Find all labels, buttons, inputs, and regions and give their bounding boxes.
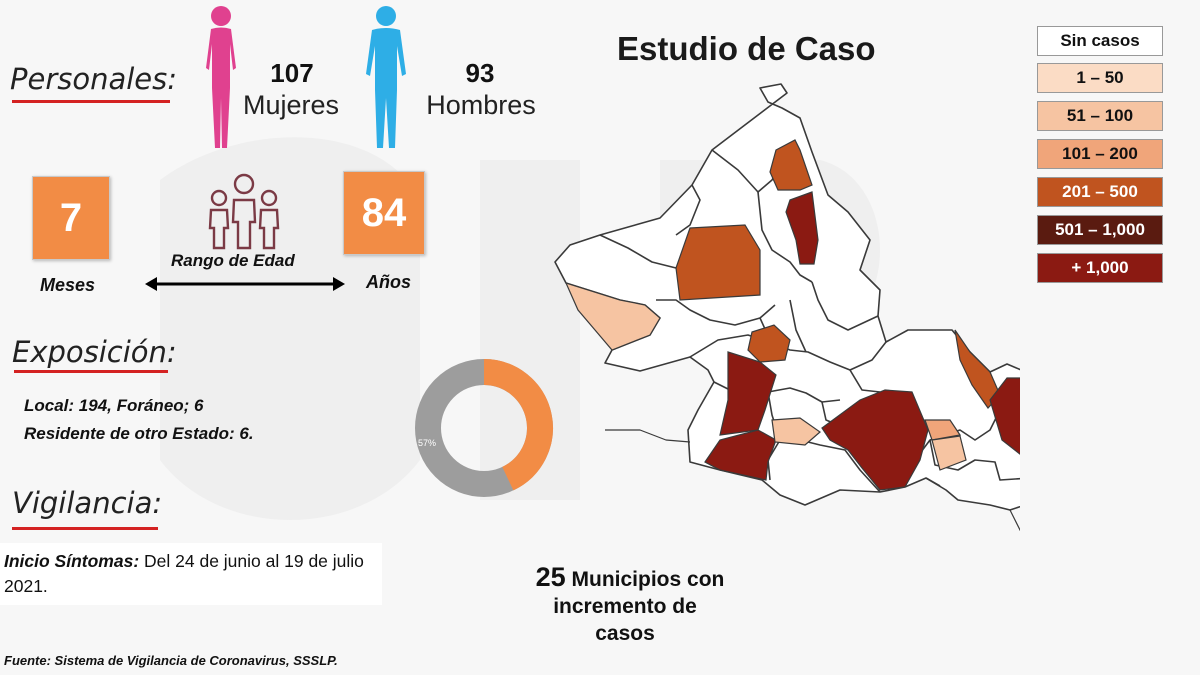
municipio-orange-peach xyxy=(924,419,962,441)
legend-item: 201 – 500 xyxy=(1037,177,1163,207)
double-arrow-icon xyxy=(145,277,345,291)
hombres-label: Hombres xyxy=(426,90,536,120)
age-min-box: 7 xyxy=(32,176,110,260)
vigilancia-title: Vigilancia: xyxy=(12,486,163,520)
hombres-count: 93 xyxy=(465,58,495,88)
symptom-label: Inicio Síntomas: xyxy=(4,551,140,571)
legend-item: Sin casos xyxy=(1037,26,1163,56)
municipio-peach-west xyxy=(564,282,661,351)
age-range-label: Rango de Edad xyxy=(171,251,295,270)
municipios-line1: 25 Municipios con xyxy=(495,562,765,593)
age-max-box: 84 xyxy=(343,171,425,255)
legend-item: 1 – 50 xyxy=(1037,63,1163,93)
legend-item: + 1,000 xyxy=(1037,253,1163,283)
legend-item: 101 – 200 xyxy=(1037,139,1163,169)
exposure-donut: 57% xyxy=(415,359,553,497)
personales-title: Personales: xyxy=(10,62,178,96)
source-note: Fuente: Sistema de Vigilancia de Coronav… xyxy=(4,653,338,668)
state-map xyxy=(554,83,1020,532)
people-group-icon xyxy=(208,173,280,250)
symptom-dates: Del 24 de junio al 19 de julio 2021. xyxy=(4,551,364,596)
personales-underline xyxy=(12,100,170,103)
age-max-label: Años xyxy=(366,272,411,292)
municipio-darkred-southwest xyxy=(704,429,777,481)
exposicion-underline xyxy=(14,370,168,373)
municipio-orange-north xyxy=(769,139,813,191)
vigilancia-underline xyxy=(12,527,158,530)
exposicion-line2: Residente de otro Estado: 6. xyxy=(24,424,254,443)
municipios-count: 25 xyxy=(535,562,566,592)
man-figure-icon xyxy=(366,6,406,148)
municipio-orange-center xyxy=(747,324,791,363)
municipio-peach-south xyxy=(771,417,821,446)
municipio-peach-southeast xyxy=(931,435,967,471)
age-min-label: Meses xyxy=(40,275,96,295)
donut-orange-arc xyxy=(483,359,553,491)
mujeres-label: Mujeres xyxy=(242,90,340,120)
municipios-line2: incremento de xyxy=(553,595,697,618)
municipio-orange-west xyxy=(675,224,761,301)
municipio-darkred-huasteca xyxy=(989,377,1020,455)
municipios-line3: casos xyxy=(595,622,655,645)
woman-figure-icon xyxy=(206,6,236,148)
municipios-text1: Municipios con xyxy=(571,568,725,591)
mujeres-count: 107 xyxy=(270,58,314,88)
legend-item: 51 – 100 xyxy=(1037,101,1163,131)
municipio-darkred-center xyxy=(719,351,777,436)
exposicion-title: Exposición: xyxy=(12,335,177,369)
map-title: Estudio de Caso xyxy=(617,30,876,67)
exposicion-line1: Local: 194, Foráneo; 6 xyxy=(24,396,204,415)
symptom-panel: Inicio Síntomas: Del 24 de junio al 19 d… xyxy=(0,543,382,605)
municipio-darkred-north xyxy=(785,191,819,265)
donut-label: 57% xyxy=(418,438,436,448)
municipio-darkred-south xyxy=(821,389,929,491)
symptom-text: Inicio Síntomas: Del 24 de junio al 19 d… xyxy=(4,549,364,599)
legend-item: 501 – 1,000 xyxy=(1037,215,1163,245)
